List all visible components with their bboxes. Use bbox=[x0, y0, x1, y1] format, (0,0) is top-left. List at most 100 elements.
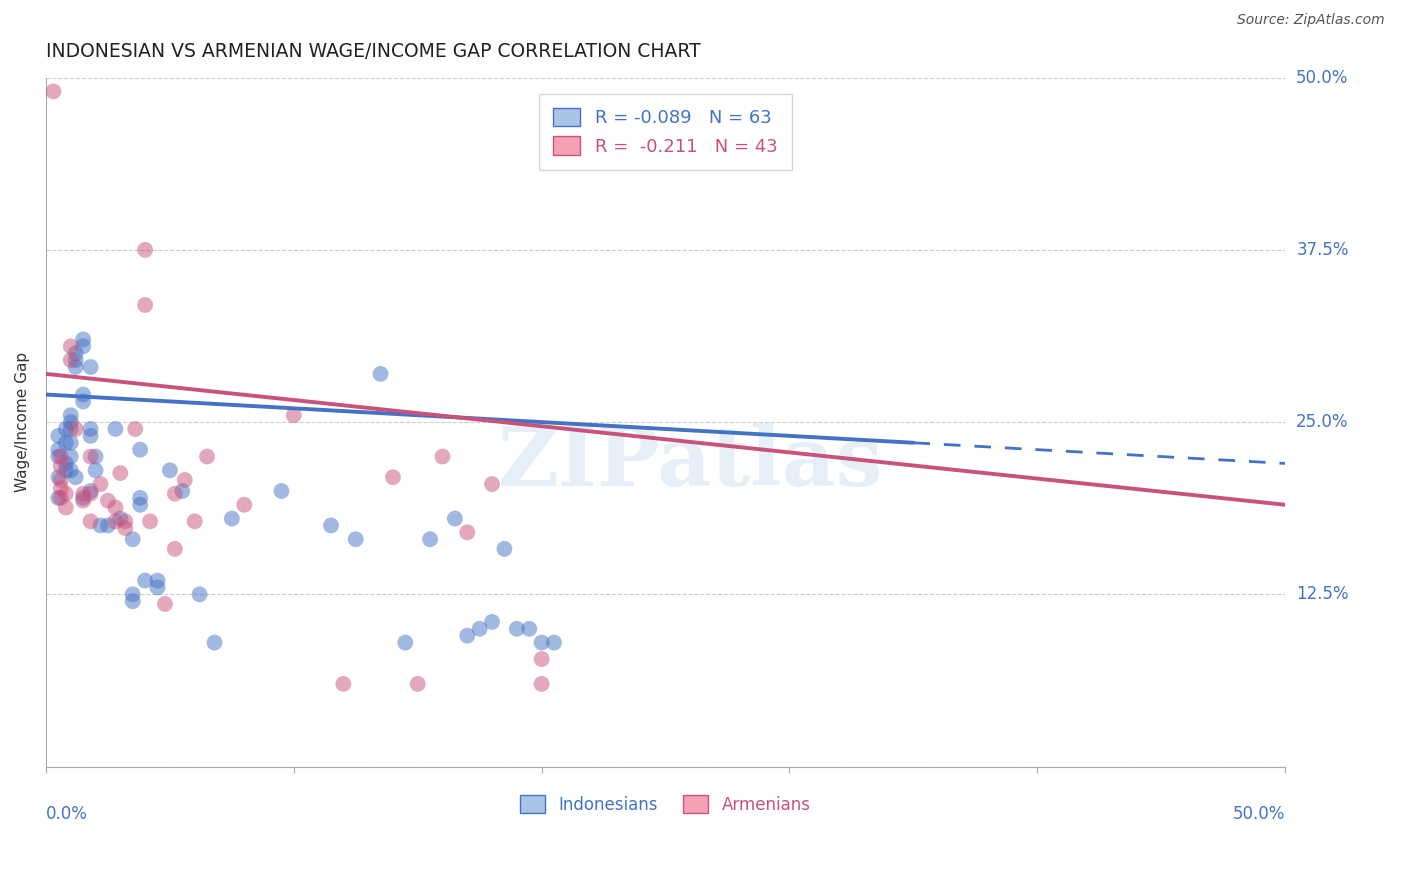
Point bbox=[530, 635, 553, 649]
Point bbox=[110, 511, 132, 525]
Point bbox=[97, 518, 120, 533]
Point bbox=[129, 491, 152, 505]
Text: 25.0%: 25.0% bbox=[1296, 413, 1348, 431]
Point bbox=[530, 677, 553, 691]
Point bbox=[114, 514, 136, 528]
Point bbox=[332, 677, 354, 691]
Point bbox=[221, 511, 243, 525]
Point bbox=[468, 622, 491, 636]
Point bbox=[84, 450, 107, 464]
Point bbox=[173, 473, 195, 487]
Point bbox=[49, 473, 72, 487]
Point bbox=[153, 597, 176, 611]
Point bbox=[48, 450, 70, 464]
Point bbox=[456, 525, 478, 540]
Point bbox=[49, 491, 72, 505]
Point bbox=[517, 622, 540, 636]
Point bbox=[114, 521, 136, 535]
Point bbox=[48, 442, 70, 457]
Point bbox=[55, 422, 77, 436]
Point bbox=[146, 574, 169, 588]
Text: 0.0%: 0.0% bbox=[46, 805, 87, 823]
Point bbox=[79, 429, 101, 443]
Point bbox=[59, 353, 82, 368]
Point bbox=[55, 435, 77, 450]
Point bbox=[419, 533, 441, 547]
Point bbox=[55, 500, 77, 515]
Point bbox=[48, 429, 70, 443]
Point bbox=[97, 493, 120, 508]
Point bbox=[134, 298, 156, 312]
Point bbox=[65, 346, 87, 360]
Point bbox=[530, 652, 553, 666]
Point bbox=[139, 514, 162, 528]
Point bbox=[319, 518, 342, 533]
Point bbox=[494, 541, 516, 556]
Point bbox=[79, 359, 101, 374]
Point bbox=[104, 500, 127, 515]
Point bbox=[42, 84, 65, 98]
Point bbox=[129, 498, 152, 512]
Point bbox=[79, 483, 101, 498]
Point bbox=[84, 463, 107, 477]
Point bbox=[79, 422, 101, 436]
Point bbox=[233, 498, 256, 512]
Point bbox=[146, 581, 169, 595]
Point bbox=[72, 394, 94, 409]
Point bbox=[406, 677, 429, 691]
Point bbox=[59, 415, 82, 429]
Point bbox=[89, 518, 111, 533]
Point bbox=[59, 422, 82, 436]
Text: ZIPatlas: ZIPatlas bbox=[498, 424, 883, 503]
Point bbox=[104, 422, 127, 436]
Text: 50.0%: 50.0% bbox=[1233, 805, 1285, 823]
Point bbox=[55, 487, 77, 501]
Point bbox=[204, 635, 226, 649]
Point bbox=[49, 481, 72, 495]
Point bbox=[65, 470, 87, 484]
Point bbox=[59, 463, 82, 477]
Point bbox=[163, 487, 186, 501]
Y-axis label: Wage/Income Gap: Wage/Income Gap bbox=[15, 352, 30, 492]
Point bbox=[72, 491, 94, 505]
Point bbox=[55, 463, 77, 477]
Point bbox=[159, 463, 181, 477]
Point bbox=[344, 533, 367, 547]
Point bbox=[432, 450, 454, 464]
Point bbox=[55, 457, 77, 471]
Text: 50.0%: 50.0% bbox=[1296, 69, 1348, 87]
Point bbox=[124, 422, 146, 436]
Point bbox=[89, 477, 111, 491]
Point bbox=[72, 387, 94, 401]
Point bbox=[129, 442, 152, 457]
Point bbox=[121, 533, 143, 547]
Point bbox=[394, 635, 416, 649]
Point bbox=[65, 422, 87, 436]
Point bbox=[172, 483, 194, 498]
Point bbox=[59, 435, 82, 450]
Text: Source: ZipAtlas.com: Source: ZipAtlas.com bbox=[1237, 13, 1385, 28]
Point bbox=[59, 408, 82, 422]
Point bbox=[543, 635, 565, 649]
Point bbox=[481, 477, 503, 491]
Point bbox=[79, 450, 101, 464]
Point bbox=[65, 359, 87, 374]
Point bbox=[72, 339, 94, 353]
Point bbox=[506, 622, 529, 636]
Point bbox=[370, 367, 392, 381]
Point bbox=[49, 450, 72, 464]
Legend: Indonesians, Armenians: Indonesians, Armenians bbox=[513, 789, 817, 821]
Point bbox=[134, 574, 156, 588]
Point bbox=[456, 629, 478, 643]
Point bbox=[65, 353, 87, 368]
Point bbox=[79, 514, 101, 528]
Point bbox=[110, 466, 132, 480]
Text: INDONESIAN VS ARMENIAN WAGE/INCOME GAP CORRELATION CHART: INDONESIAN VS ARMENIAN WAGE/INCOME GAP C… bbox=[46, 42, 700, 61]
Point bbox=[104, 514, 127, 528]
Text: 12.5%: 12.5% bbox=[1296, 585, 1348, 603]
Point bbox=[121, 587, 143, 601]
Point bbox=[270, 483, 292, 498]
Point bbox=[49, 459, 72, 474]
Point bbox=[59, 339, 82, 353]
Point bbox=[444, 511, 467, 525]
